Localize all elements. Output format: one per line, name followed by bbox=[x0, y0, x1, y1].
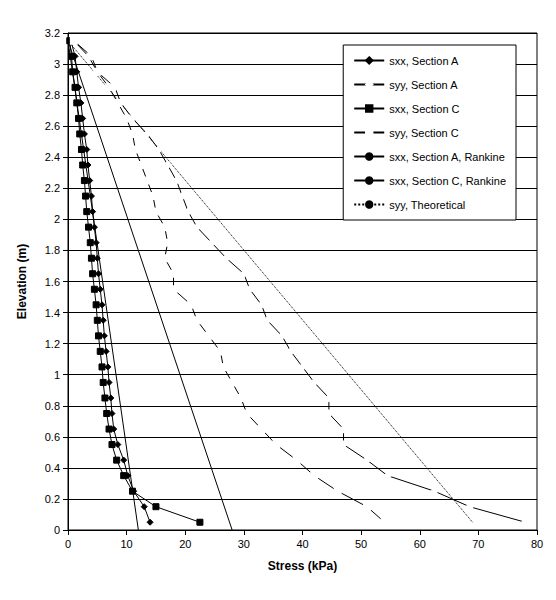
svg-text:0.8: 0.8 bbox=[45, 400, 60, 412]
svg-text:40: 40 bbox=[296, 538, 308, 550]
svg-text:0: 0 bbox=[54, 524, 60, 536]
svg-text:Elevation (m): Elevation (m) bbox=[15, 244, 29, 319]
svg-text:syy, Section A: syy, Section A bbox=[389, 79, 458, 91]
svg-text:sxx, Section C, Rankine: sxx, Section C, Rankine bbox=[389, 175, 506, 187]
svg-text:0: 0 bbox=[65, 538, 71, 550]
svg-text:2: 2 bbox=[54, 213, 60, 225]
svg-text:sxx, Section C: sxx, Section C bbox=[389, 103, 459, 115]
svg-text:1: 1 bbox=[54, 369, 60, 381]
svg-text:2.6: 2.6 bbox=[45, 120, 60, 132]
svg-text:3.2: 3.2 bbox=[45, 27, 60, 39]
svg-text:1.2: 1.2 bbox=[45, 338, 60, 350]
svg-text:Stress (kPa): Stress (kPa) bbox=[268, 559, 337, 573]
svg-text:0.4: 0.4 bbox=[45, 462, 60, 474]
svg-text:sxx, Section A, Rankine: sxx, Section A, Rankine bbox=[389, 151, 505, 163]
svg-text:0.6: 0.6 bbox=[45, 431, 60, 443]
svg-text:3: 3 bbox=[54, 58, 60, 70]
svg-text:1.6: 1.6 bbox=[45, 276, 60, 288]
svg-text:80: 80 bbox=[531, 538, 543, 550]
svg-text:30: 30 bbox=[238, 538, 250, 550]
svg-text:1.8: 1.8 bbox=[45, 244, 60, 256]
svg-text:2.2: 2.2 bbox=[45, 182, 60, 194]
svg-text:60: 60 bbox=[414, 538, 426, 550]
svg-text:sxx, Section A: sxx, Section A bbox=[389, 55, 459, 67]
svg-text:0.2: 0.2 bbox=[45, 493, 60, 505]
svg-text:2.8: 2.8 bbox=[45, 89, 60, 101]
svg-text:2.4: 2.4 bbox=[45, 151, 60, 163]
svg-text:50: 50 bbox=[355, 538, 367, 550]
svg-text:10: 10 bbox=[121, 538, 133, 550]
svg-text:70: 70 bbox=[472, 538, 484, 550]
svg-text:syy, Theoretical: syy, Theoretical bbox=[389, 199, 465, 211]
svg-text:20: 20 bbox=[179, 538, 191, 550]
svg-text:1.4: 1.4 bbox=[45, 307, 60, 319]
svg-text:syy, Section C: syy, Section C bbox=[389, 127, 459, 139]
